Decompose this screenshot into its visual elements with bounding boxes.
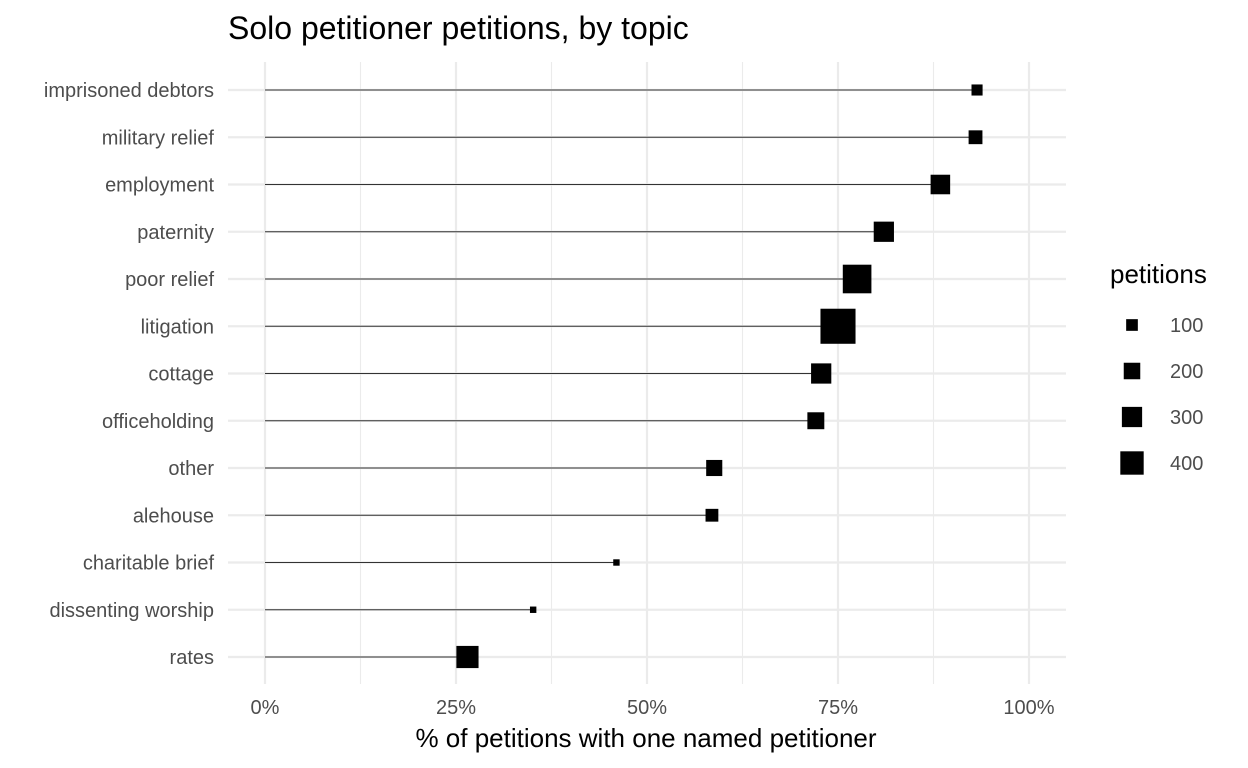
size-legend: petitions 100 200 300 400 (1110, 259, 1207, 475)
y-tick-label: poor relief (125, 269, 214, 291)
y-tick-label: officeholding (102, 411, 214, 433)
legend-label: 300 (1170, 407, 1203, 429)
data-point (613, 559, 620, 566)
data-point (706, 459, 723, 477)
y-tick-label: other (168, 458, 214, 480)
x-tick-label: 100% (1003, 697, 1054, 719)
legend-key (1120, 451, 1144, 475)
y-tick-label: military relief (102, 127, 215, 149)
legend-key (1123, 362, 1141, 380)
y-tick-label: employment (105, 175, 214, 197)
y-tick-label: litigation (141, 316, 214, 338)
y-tick-label: charitable brief (83, 553, 215, 575)
legend-key (1121, 406, 1143, 428)
data-point (811, 363, 832, 384)
x-tick-label: 0% (251, 697, 280, 719)
data-point (705, 508, 719, 522)
y-tick-label: rates (170, 647, 214, 669)
y-tick-label: paternity (137, 222, 214, 244)
y-tick-label: cottage (148, 364, 214, 386)
x-tick-label: 75% (818, 697, 858, 719)
legend-label: 200 (1170, 361, 1203, 383)
y-tick-label: imprisoned debtors (44, 80, 214, 102)
y-tick-label: dissenting worship (49, 600, 214, 622)
data-point (456, 645, 479, 669)
x-tick-label: 50% (627, 697, 667, 719)
x-tick-label: 25% (436, 697, 476, 719)
data-point (529, 606, 537, 613)
data-point (842, 264, 872, 294)
data-point (807, 412, 825, 430)
legend-title: petitions (1110, 259, 1207, 289)
legend-key (1126, 319, 1138, 331)
legend-label: 400 (1170, 453, 1203, 475)
y-tick-label: alehouse (133, 505, 214, 527)
data-point (971, 84, 983, 96)
legend-label: 100 (1170, 315, 1203, 337)
x-axis-label: % of petitions with one named petitioner (415, 723, 876, 753)
plot-panel: 0% 25% 50% 75% 100% imprisoned debtors militar… (44, 62, 1066, 719)
data-point (873, 221, 894, 242)
data-point (820, 308, 856, 344)
chart-title: Solo petitioner petitions, by topic (228, 10, 689, 46)
data-point (968, 130, 983, 145)
data-point (930, 174, 951, 195)
